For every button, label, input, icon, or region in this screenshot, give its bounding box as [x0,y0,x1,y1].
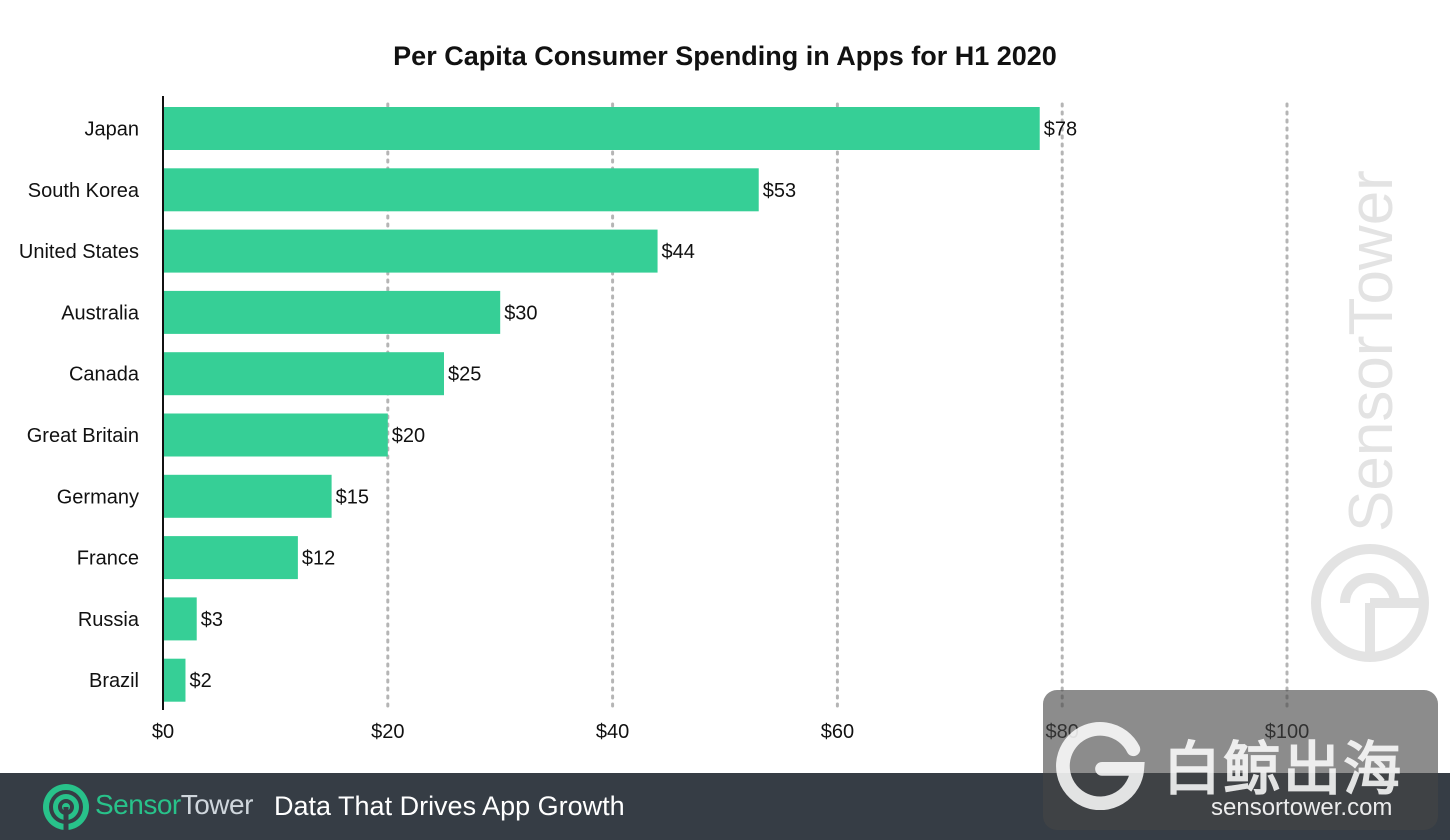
overlay-chinese-text: 白鲸出海 [1163,735,1404,803]
category-label-south-korea: South Korea [28,180,140,202]
x-tick-label-40: $40 [596,721,629,743]
bar-south-korea [163,168,759,212]
bar-japan [163,107,1040,150]
value-label-japan: $78 [1044,119,1077,141]
overlay-url: sensortower.com [1211,794,1393,821]
value-label-canada: $25 [448,364,481,386]
bar-russia [163,597,197,641]
bars [163,107,1040,702]
x-tick-label-60: $60 [821,721,854,743]
footer-brand[interactable]: SensorTower [95,789,253,821]
sensortower-watermark: SensorTower [1311,170,1429,662]
chart: SensorTower Per Capita Consumer Spending… [19,41,1429,743]
whale-overlay-badge: 白鲸出海 sensortower.com [1043,690,1438,830]
bar-canada [163,352,444,396]
value-label-united-states: $44 [662,241,695,263]
gridlines [386,102,1289,712]
chart-title: Per Capita Consumer Spending in Apps for… [393,41,1057,71]
category-labels: Japan South Korea United States Australia Ca… [19,119,140,693]
x-tick-label-20: $20 [371,721,404,743]
value-label-russia: $3 [201,609,223,631]
category-label-united-states: United States [19,241,139,263]
footer-brand-sensor: Sensor [95,789,181,820]
value-label-france: $12 [302,548,335,570]
bar-australia [163,290,501,334]
sensortower-watermark-icon [1311,544,1429,662]
whale-logo-icon [1056,722,1145,810]
watermark-text: SensorTower [1337,170,1406,532]
category-label-japan: Japan [85,119,140,141]
value-label-germany: $15 [336,486,369,508]
category-label-brazil: Brazil [89,670,139,692]
category-label-germany: Germany [57,486,139,508]
bar-germany [163,474,332,518]
value-label-australia: $30 [504,302,537,324]
category-label-russia: Russia [78,609,140,631]
bar-france [163,536,298,580]
value-labels: $78 $53 $44 $30 $25 $20 $15 $12 $3 $2 [189,119,1077,693]
footer-brand-tower: Tower [180,789,254,820]
value-label-great-britain: $20 [392,425,425,447]
value-label-south-korea: $53 [763,180,796,202]
category-label-france: France [77,548,139,570]
value-label-brazil: $2 [189,670,211,692]
sensortower-logo-icon [43,784,89,831]
bar-brazil [163,658,186,702]
bar-great-britain [163,413,388,457]
x-tick-label-0: $0 [152,721,174,743]
category-label-canada: Canada [69,364,140,386]
bar-united-states [163,229,658,273]
category-label-great-britain: Great Britain [27,425,139,447]
footer-tagline: Data That Drives App Growth [274,791,625,821]
category-label-australia: Australia [61,302,140,324]
